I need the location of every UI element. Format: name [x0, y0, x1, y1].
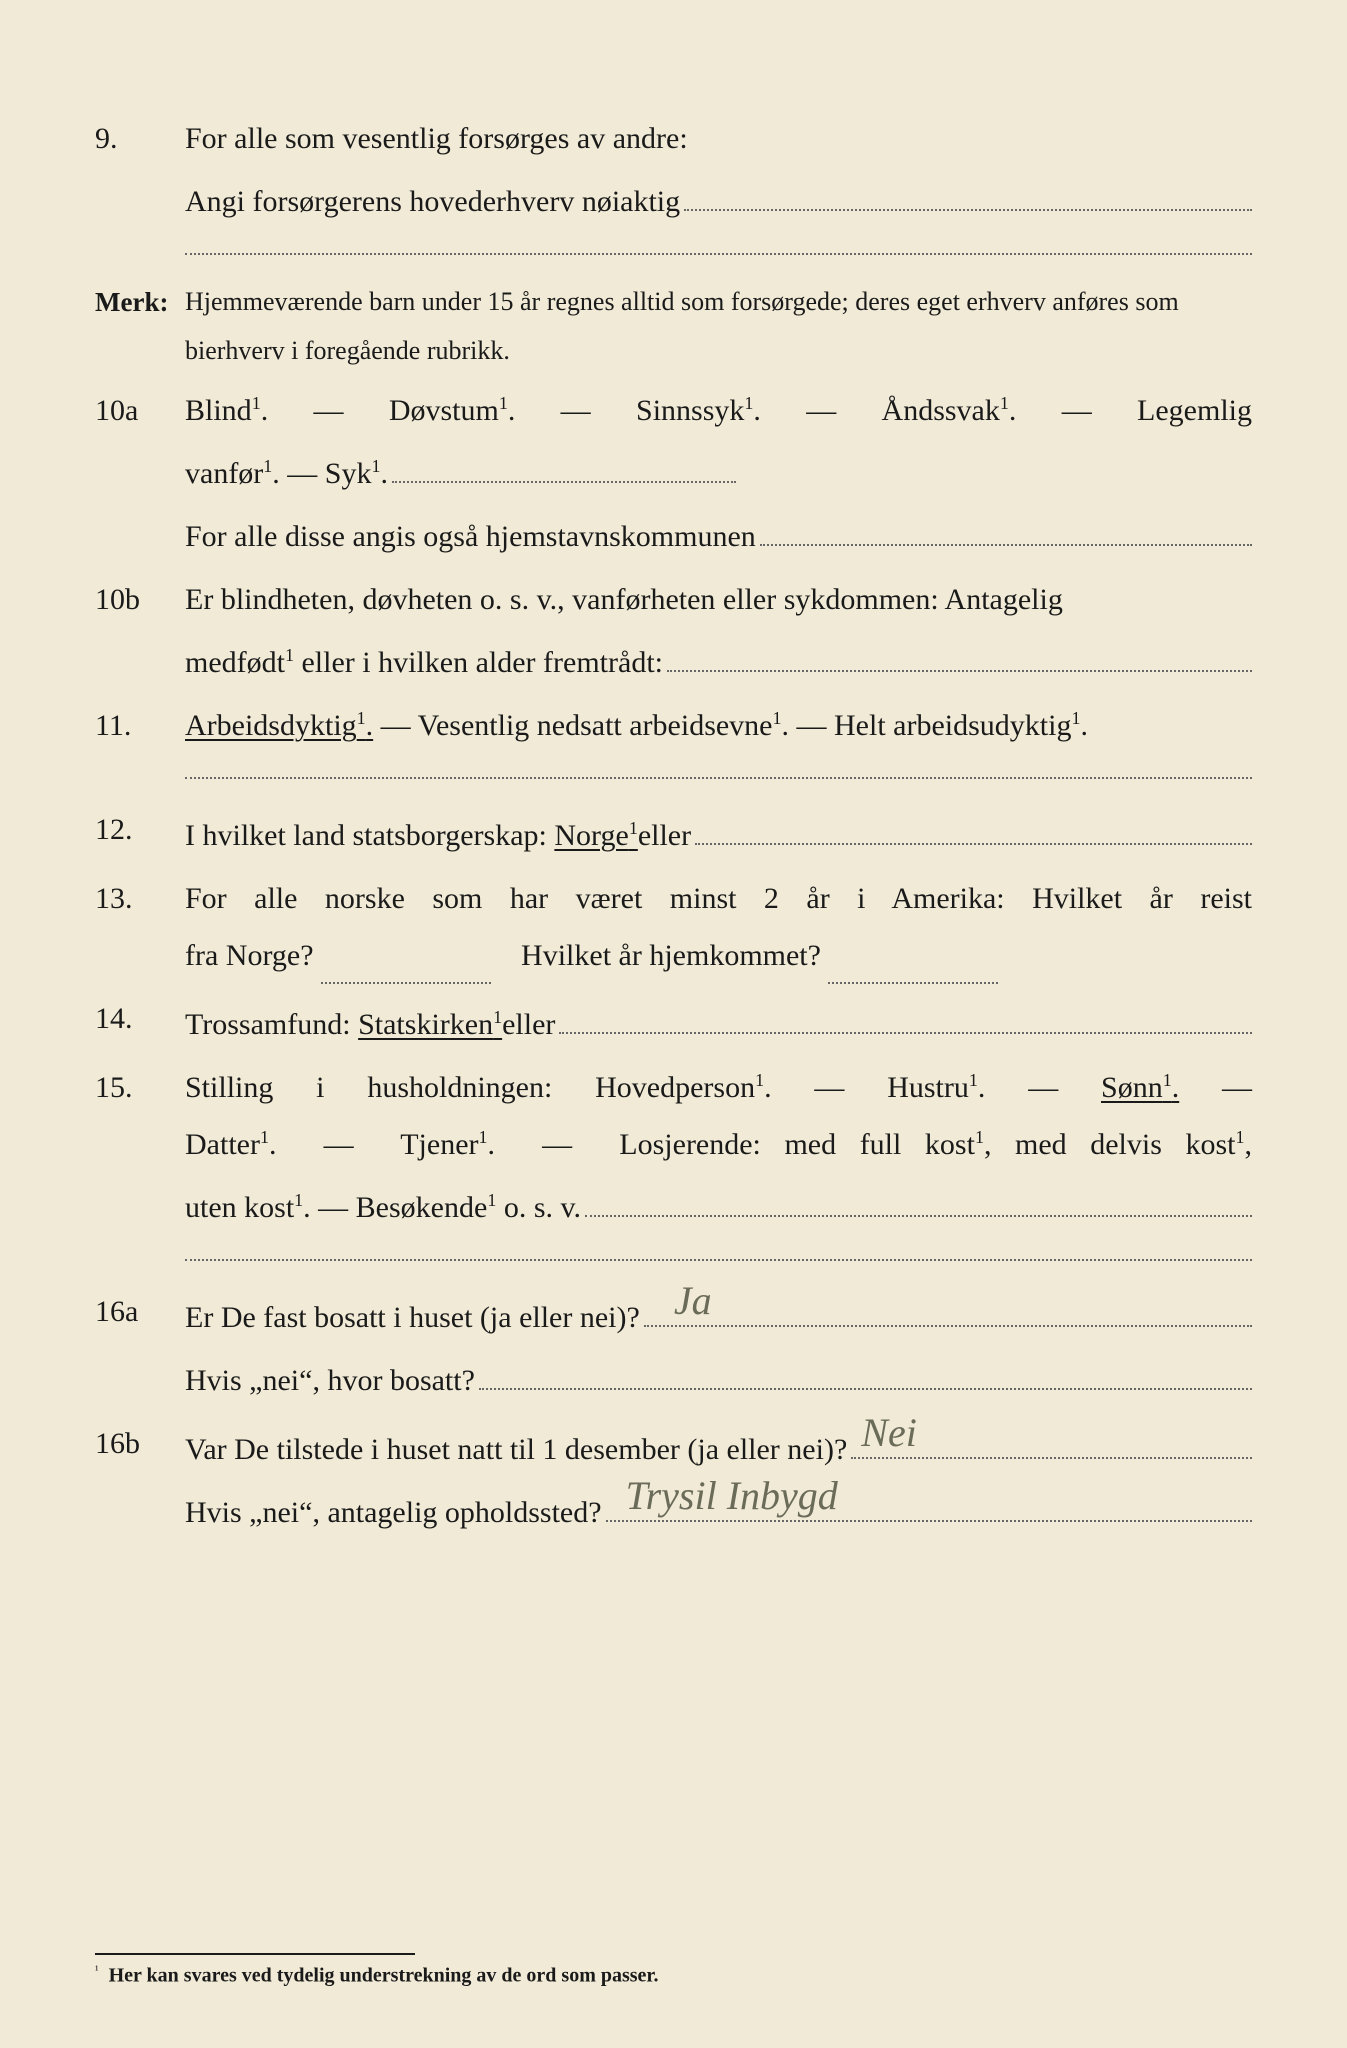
divider — [185, 1258, 1252, 1261]
q10b-line2: medfødt1 eller i hvilken alder fremtrådt… — [185, 634, 663, 691]
q15-number: 15. — [95, 1059, 185, 1116]
q10a-blank2 — [760, 502, 1252, 546]
q10a-blank1 — [392, 439, 736, 483]
q14-after: eller — [502, 996, 555, 1053]
q14-text: Trossamfund: — [185, 996, 351, 1053]
q9-line2: Angi forsørgerens hovederhverv nøiaktig — [185, 173, 680, 230]
q15-line3: uten kost1. — Besøkende1 o. s. v. — [185, 1179, 581, 1236]
q12-blank — [695, 801, 1252, 845]
document-page: 9. For alle som vesentlig forsørges av a… — [0, 0, 1347, 2048]
q16a-q2: Hvis „nei“, hvor bosatt? — [185, 1352, 475, 1409]
q9-blank — [684, 167, 1252, 211]
q10b-line1: Er blindheten, døvheten o. s. v., vanfør… — [185, 571, 1252, 628]
q16b-q2: Hvis „nei“, antagelig opholdssted? — [185, 1484, 602, 1541]
q16b-answer1: Nei — [861, 1395, 917, 1471]
q16a-answer1: Ja — [674, 1263, 712, 1339]
q14-number: 14. — [95, 990, 185, 1047]
question-10a: 10a Blind1. — Døvstum1. — Sinnssyk1. — Å… — [95, 382, 1252, 565]
q12-selected: Norge1 — [554, 807, 637, 864]
footnote-marker: ¹ — [95, 1963, 99, 1977]
q16a-number: 16a — [95, 1283, 185, 1340]
q9-line1: For alle som vesentlig forsørges av andr… — [185, 110, 1252, 167]
q13-number: 13. — [95, 870, 185, 927]
q11-number: 11. — [95, 697, 185, 754]
q13-blank1 — [321, 982, 491, 984]
question-9: 9. For alle som vesentlig forsørges av a… — [95, 110, 1252, 230]
question-10b: 10b Er blindheten, døvheten o. s. v., va… — [95, 571, 1252, 691]
q13-line2a: fra Norge? — [185, 939, 314, 972]
q16b-blank1: Nei — [851, 1415, 1252, 1459]
merk-text: Hjemmeværende barn under 15 år regnes al… — [185, 277, 1252, 376]
question-14: 14. Trossamfund: Statskirken1 eller — [95, 990, 1252, 1053]
question-11: 11. Arbeidsdyktig1. — Vesentlig nedsatt … — [95, 697, 1252, 754]
q16a-blank2 — [479, 1346, 1252, 1390]
q15-line2: Datter1. — Tjener1. — Losjerende: med fu… — [185, 1116, 1252, 1173]
question-15: 15. Stilling i husholdningen: Hovedperso… — [95, 1059, 1252, 1236]
q16a-blank1: Ja — [644, 1283, 1252, 1327]
q10b-blank — [667, 628, 1252, 672]
q16b-number: 16b — [95, 1415, 185, 1472]
question-13: 13. For alle norske som har været minst … — [95, 870, 1252, 984]
q15-selected: Sønn1. — [1101, 1071, 1179, 1104]
q14-blank — [559, 990, 1252, 1034]
q11-selected: Arbeidsdyktig1. — [185, 709, 373, 742]
q15-line1b: — — [1222, 1071, 1252, 1104]
q16b-blank2: Trysil Inbygd — [606, 1478, 1252, 1522]
footnote-text: Her kan svares ved tydelig understreknin… — [109, 1965, 659, 1987]
divider — [185, 776, 1252, 779]
q13-blank2 — [828, 982, 998, 984]
q12-after: eller — [638, 807, 691, 864]
question-16a: 16a Er De fast bosatt i huset (ja eller … — [95, 1283, 1252, 1409]
q13-line1: For alle norske som har været minst 2 år… — [185, 870, 1252, 927]
q12-text: I hvilket land statsborgerskap: — [185, 807, 547, 864]
footnote: ¹ Her kan svares ved tydelig understrekn… — [95, 1953, 415, 1988]
q14-selected: Statskirken1 — [358, 996, 502, 1053]
q10b-number: 10b — [95, 571, 185, 628]
question-12: 12. I hvilket land statsborgerskap: Norg… — [95, 801, 1252, 864]
question-16b: 16b Var De tilstede i huset natt til 1 d… — [95, 1415, 1252, 1541]
merk-label: Merk: — [95, 277, 185, 328]
merk-note: Merk: Hjemmeværende barn under 15 år reg… — [95, 277, 1252, 376]
q16b-answer2: Trysil Inbygd — [626, 1458, 838, 1534]
q11-rest: — Vesentlig nedsatt arbeidsevne1. — Helt… — [373, 709, 1088, 742]
q15-line1a: Stilling i husholdningen: Hovedperson1. … — [185, 1071, 1101, 1104]
q10a-opt-tail: vanfør1. — Syk1. — [185, 445, 388, 502]
q9-number: 9. — [95, 110, 185, 167]
q10a-line2: For alle disse angis også hjemstavnskomm… — [185, 508, 756, 565]
q15-blank — [585, 1173, 1252, 1217]
q16a-q1: Er De fast bosatt i huset (ja eller nei)… — [185, 1289, 640, 1346]
q10a-number: 10a — [95, 382, 185, 439]
q13-line2b: Hvilket år hjemkommet? — [521, 939, 821, 972]
q12-number: 12. — [95, 801, 185, 858]
divider — [185, 252, 1252, 255]
